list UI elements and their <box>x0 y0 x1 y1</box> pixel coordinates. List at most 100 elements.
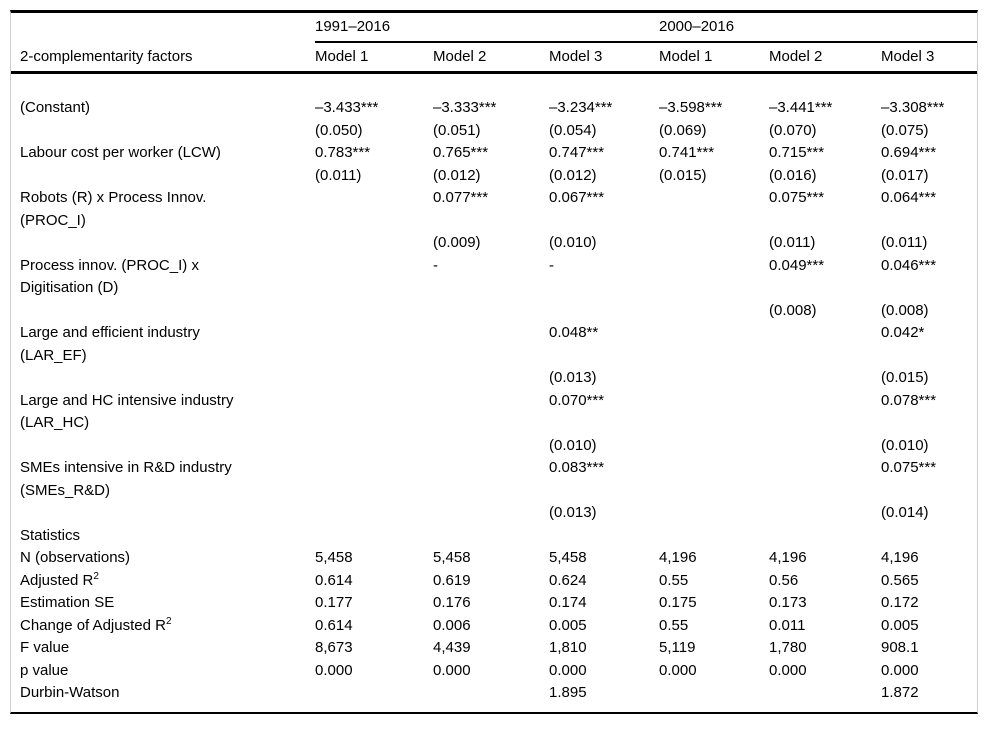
table-row: Change of Adjusted R2 0.614 0.006 0.005 … <box>11 615 977 638</box>
value-cell: 0.619 <box>433 571 471 589</box>
table-row: (0.010) (0.010) <box>11 435 977 458</box>
value-cell: 0.000 <box>881 661 919 679</box>
table-row: Estimation SE 0.177 0.176 0.174 0.175 0.… <box>11 592 977 615</box>
value-cell: (0.051) <box>433 121 481 139</box>
value-cell: –3.308*** <box>881 99 945 116</box>
row-label: F value <box>20 639 70 656</box>
table-row: Labour cost per worker (LCW) 0.783*** 0.… <box>11 142 977 165</box>
value-cell: 0.000 <box>315 661 353 679</box>
value-cell: 0.741*** <box>659 144 715 161</box>
value-cell: (0.010) <box>881 436 929 454</box>
row-label: Labour cost per worker (LCW) <box>20 144 221 161</box>
table-row: SMEs intensive in R&D industry 0.083*** … <box>11 457 977 480</box>
value-cell: 0.175 <box>659 594 697 611</box>
value-cell: (0.070) <box>769 121 817 139</box>
table-row: (LAR_HC) <box>11 412 977 435</box>
table-row: Durbin-Watson 1.895 1.872 <box>11 682 977 705</box>
value-cell: 5,458 <box>315 549 353 566</box>
row-label: N (observations) <box>20 549 131 566</box>
value-cell: 4,439 <box>433 639 471 656</box>
value-cell: 0.005 <box>881 616 919 634</box>
value-cell: 0.747*** <box>549 144 605 161</box>
value-cell: 0.042* <box>881 324 925 341</box>
row-label: (LAR_EF) <box>20 346 87 364</box>
value-cell: 0.173 <box>769 594 807 611</box>
value-cell: - <box>433 256 438 274</box>
value-cell: (0.008) <box>881 301 929 319</box>
value-cell: 0.064*** <box>881 189 937 206</box>
value-cell: 0.049*** <box>769 256 825 274</box>
value-cell: 0.000 <box>769 661 807 679</box>
value-cell: 4,196 <box>881 549 919 566</box>
value-cell: –3.441*** <box>769 99 833 116</box>
value-cell: 0.172 <box>881 594 919 611</box>
row-label: Statistics <box>20 526 81 544</box>
column-header-model2-2000: Model 2 <box>769 48 823 65</box>
table-row: F value 8,673 4,439 1,810 5,119 1,780 90… <box>11 637 977 660</box>
table-row: (0.050) (0.051) (0.054) (0.069) (0.070) … <box>11 120 977 143</box>
table-row: N (observations) 5,458 5,458 5,458 4,196… <box>11 547 977 570</box>
value-cell: (0.015) <box>881 369 929 386</box>
column-header-row: 2-complementarity factors Model 1 Model … <box>11 43 977 74</box>
table-row: Large and HC intensive industry 0.070***… <box>11 390 977 413</box>
value-cell: 0.000 <box>433 661 471 679</box>
header-spacer <box>11 74 977 97</box>
value-cell: - <box>549 256 554 274</box>
row-label: (LAR_HC) <box>20 414 90 431</box>
value-cell: 0.005 <box>549 616 587 634</box>
row-label: Estimation SE <box>20 594 115 611</box>
value-cell: 1.895 <box>549 684 587 701</box>
value-cell: 0.614 <box>315 616 353 634</box>
value-cell: (0.011) <box>315 166 362 184</box>
row-label: Large and efficient industry <box>20 324 200 341</box>
value-cell: 0.56 <box>769 571 799 589</box>
value-cell: 1,780 <box>769 639 807 656</box>
value-cell: (0.011) <box>881 234 928 251</box>
period-header-1991-2016: 1991–2016 <box>315 18 391 35</box>
table-row: (0.009) (0.010) (0.011) (0.011) <box>11 232 977 255</box>
value-cell: (0.013) <box>549 504 597 521</box>
table-row: Robots (R) x Process Innov. 0.077*** 0.0… <box>11 187 977 210</box>
regression-table: 1991–2016 2000–2016 2-complementarity fa… <box>10 10 978 714</box>
value-cell: 0.075*** <box>769 189 825 206</box>
value-cell: 0.070*** <box>549 391 605 409</box>
value-cell: 0.011 <box>769 616 806 634</box>
value-cell: 908.1 <box>881 639 919 656</box>
row-label: p value <box>20 661 69 679</box>
value-cell: 0.55 <box>659 571 689 589</box>
value-cell: 0.006 <box>433 616 471 634</box>
table-row: (Constant) –3.433*** –3.333*** –3.234***… <box>11 97 977 120</box>
value-cell: (0.016) <box>769 166 817 184</box>
value-cell: 0.715*** <box>769 144 825 161</box>
value-cell: 5,458 <box>549 549 587 566</box>
value-cell: 0.000 <box>659 661 697 679</box>
table-row: Large and efficient industry 0.048** 0.0… <box>11 322 977 345</box>
value-cell: 5,119 <box>659 639 696 656</box>
table-row: (0.013) (0.014) <box>11 502 977 525</box>
value-cell: (0.008) <box>769 301 817 319</box>
table-row: Digitisation (D) <box>11 277 977 300</box>
value-cell: (0.054) <box>549 121 597 139</box>
value-cell: 0.046*** <box>881 256 937 274</box>
value-cell: 4,196 <box>659 549 697 566</box>
row-label: Digitisation (D) <box>20 279 119 296</box>
table-row: Adjusted R2 0.614 0.619 0.624 0.55 0.56 … <box>11 570 977 593</box>
table-row: (0.008) (0.008) <box>11 300 977 323</box>
value-cell: 0.067*** <box>549 189 605 206</box>
column-header-model1-2000: Model 1 <box>659 48 713 65</box>
value-cell: 0.614 <box>315 571 353 589</box>
row-label: Process innov. (PROC_I) x <box>20 256 199 274</box>
value-cell: (0.014) <box>881 504 929 521</box>
row-label: Robots (R) x Process Innov. <box>20 189 207 206</box>
column-header-model3-1991: Model 3 <box>549 48 603 65</box>
table-row: (0.011) (0.012) (0.012) (0.015) (0.016) … <box>11 165 977 188</box>
table-row: Process innov. (PROC_I) x - - 0.049*** 0… <box>11 255 977 278</box>
table-body: (Constant) –3.433*** –3.333*** –3.234***… <box>11 97 977 705</box>
value-cell: (0.013) <box>549 369 597 386</box>
table-row: (0.013) (0.015) <box>11 367 977 390</box>
value-cell: 0.075*** <box>881 459 937 476</box>
value-cell: 0.000 <box>549 661 587 679</box>
value-cell: –3.333*** <box>433 99 497 116</box>
value-cell: 0.55 <box>659 616 689 634</box>
